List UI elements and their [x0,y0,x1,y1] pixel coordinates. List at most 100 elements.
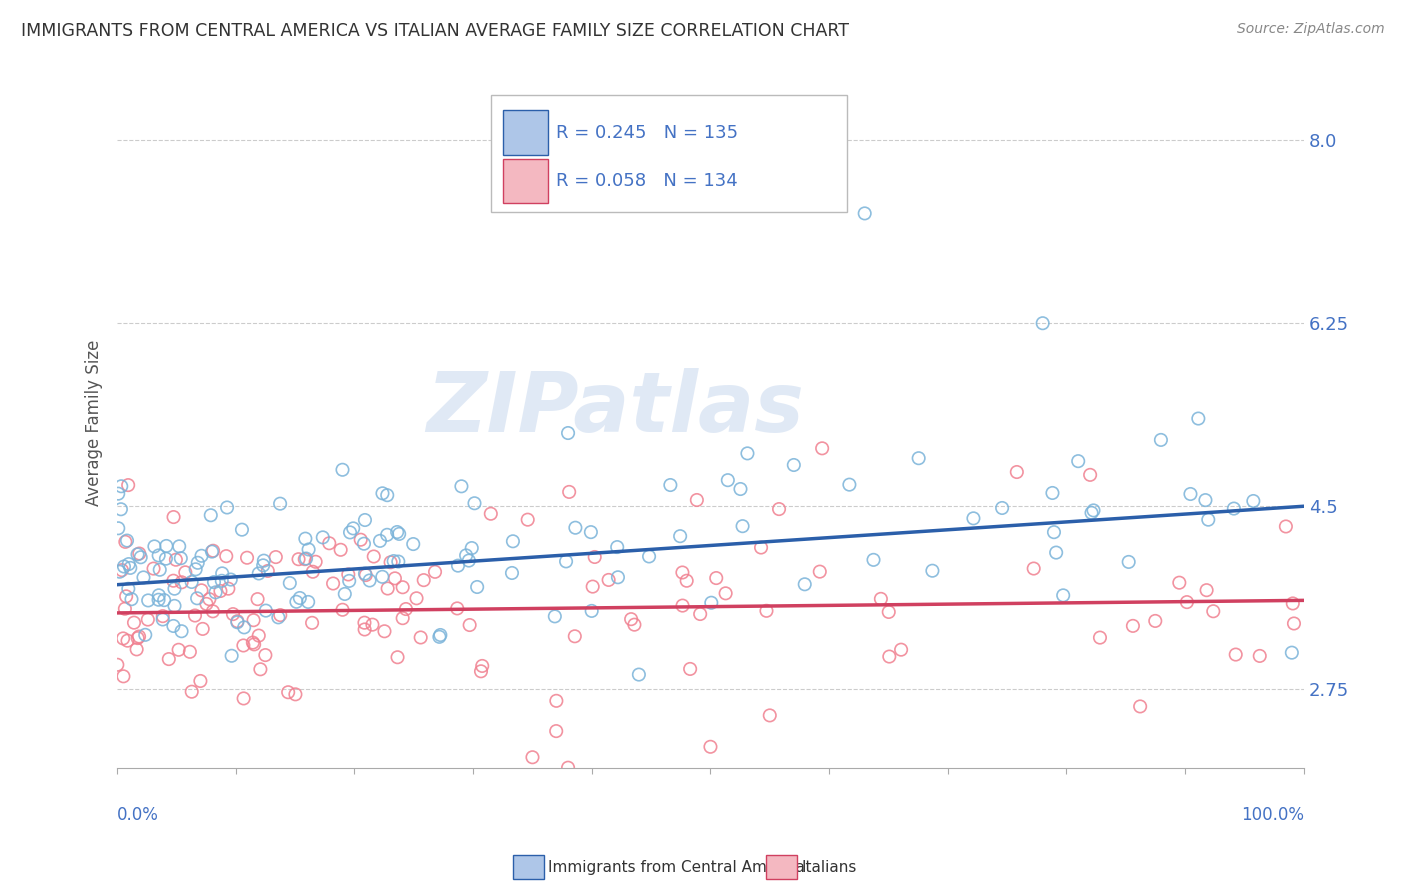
Point [679,662,702,676]
Point [354,566,377,581]
Point [195,597,218,611]
Point [1282,616,1305,631]
Point [155,551,177,566]
Point [201,604,224,618]
Point [375,488,398,502]
Point [217,582,239,596]
Point [582,580,605,594]
Point [1281,646,1303,660]
Point [714,586,737,600]
Text: IMMIGRANTS FROM CENTRAL AMERICA VS ITALIAN AVERAGE FAMILY SIZE CORRELATION CHART: IMMIGRANTS FROM CENTRAL AMERICA VS ITALI… [21,22,849,40]
Point [373,624,395,639]
Point [382,554,405,568]
Point [1194,493,1216,508]
Point [121,592,143,607]
Point [112,669,135,683]
Point [368,533,391,548]
Point [269,497,291,511]
Point [253,554,276,568]
Point [201,544,224,558]
Point [269,608,291,623]
Point [152,612,174,626]
Point [1202,604,1225,618]
Text: Source: ZipAtlas.com: Source: ZipAtlas.com [1237,22,1385,37]
Point [128,630,150,644]
Point [447,558,470,573]
Point [152,609,174,624]
Point [354,568,377,582]
Point [423,565,446,579]
Point [170,551,193,566]
Point [1223,501,1246,516]
Point [853,206,876,220]
Point [107,521,129,535]
Point [148,549,170,563]
Point [429,630,451,644]
Point [117,633,139,648]
Point [675,574,697,588]
Point [232,639,254,653]
Point [564,521,586,535]
Point [1042,486,1064,500]
Point [117,478,139,492]
Point [879,649,901,664]
Point [252,558,274,573]
Point [375,528,398,542]
Point [501,566,523,580]
Point [312,530,335,544]
Point [295,551,318,566]
Point [387,555,409,569]
Point [1043,525,1066,540]
Point [457,553,479,567]
Point [620,612,643,626]
FancyBboxPatch shape [503,159,548,203]
Point [583,549,606,564]
Point [838,477,860,491]
Point [132,570,155,584]
Point [108,565,131,579]
Point [704,571,727,585]
Point [502,534,524,549]
Point [332,603,354,617]
Point [607,570,630,584]
Point [564,629,586,643]
Point [1118,555,1140,569]
Point [659,478,682,492]
Point [783,458,806,472]
Point [907,451,929,466]
Point [1144,614,1167,628]
Point [226,614,249,628]
FancyBboxPatch shape [491,95,846,212]
FancyBboxPatch shape [503,111,548,155]
Point [353,537,375,551]
Point [409,631,432,645]
Point [758,708,780,723]
Point [233,620,256,634]
Point [1022,561,1045,575]
Point [471,659,494,673]
Point [1088,631,1111,645]
Point [1005,465,1028,479]
Point [247,566,270,581]
Text: 100.0%: 100.0% [1240,805,1303,823]
Point [731,519,754,533]
Point [142,561,165,575]
Point [755,604,778,618]
Point [1045,545,1067,559]
Point [1197,513,1219,527]
Point [157,652,180,666]
Point [671,566,693,580]
Point [122,615,145,630]
Point [717,473,740,487]
Point [180,684,202,698]
Point [304,555,326,569]
Point [105,657,128,672]
Point [288,591,311,605]
Point [890,642,912,657]
Point [115,533,138,548]
Point [544,609,567,624]
Point [162,619,184,633]
Point [581,604,603,618]
Point [1187,411,1209,425]
Point [190,583,212,598]
